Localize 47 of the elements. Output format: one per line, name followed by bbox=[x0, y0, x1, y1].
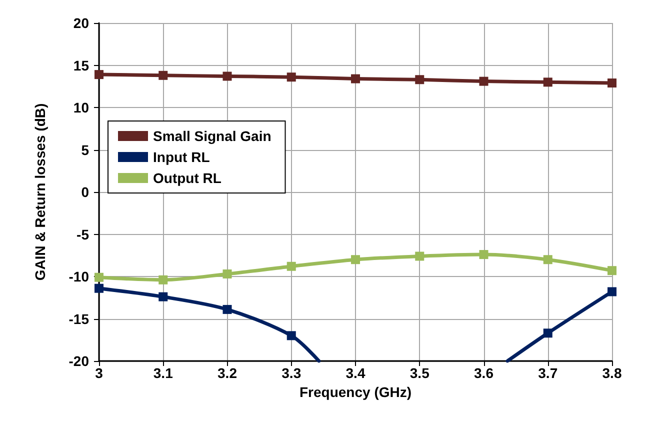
y-tick-label: 20 bbox=[73, 15, 90, 31]
x-tick-label: 3 bbox=[95, 365, 104, 381]
x-tick-label: 3.1 bbox=[153, 365, 174, 381]
point bbox=[94, 272, 104, 282]
point bbox=[94, 284, 104, 293]
y-tick-label: 5 bbox=[81, 142, 90, 158]
point bbox=[479, 76, 488, 86]
x-tick-label: 3.4 bbox=[346, 365, 366, 381]
point bbox=[351, 74, 360, 84]
point bbox=[608, 266, 616, 276]
y-tick-label: 15 bbox=[73, 57, 90, 74]
x-tick-label: 3.3 bbox=[282, 365, 302, 381]
point bbox=[543, 78, 552, 87]
y-tick-label: -20 bbox=[68, 353, 90, 369]
point bbox=[415, 252, 424, 261]
point bbox=[351, 255, 360, 264]
y-tick-label: -10 bbox=[68, 268, 90, 284]
y-tick-label: 10 bbox=[73, 100, 90, 116]
point bbox=[608, 78, 616, 88]
y-tick-label: -15 bbox=[68, 310, 90, 327]
legend-label: Small Signal Gain bbox=[153, 128, 272, 144]
x-tick-label: 3.5 bbox=[410, 365, 430, 381]
x-tick-label: 3.7 bbox=[538, 365, 558, 381]
point bbox=[286, 262, 296, 271]
point bbox=[158, 292, 168, 302]
point bbox=[479, 250, 488, 260]
point bbox=[286, 331, 296, 340]
legend-label: Output RL bbox=[153, 170, 222, 186]
point bbox=[94, 70, 104, 80]
x-tick-label: 3.6 bbox=[474, 365, 494, 381]
point bbox=[222, 269, 232, 278]
y-tick-label: 0 bbox=[81, 184, 90, 200]
point bbox=[158, 275, 168, 284]
point bbox=[222, 304, 232, 314]
point bbox=[543, 328, 552, 338]
point bbox=[158, 70, 168, 80]
point bbox=[543, 255, 552, 264]
point bbox=[286, 72, 296, 82]
x-tick-label: 3.8 bbox=[602, 365, 622, 381]
x-axis-title: Frequency (GHz) bbox=[299, 384, 412, 400]
y-tick-label: -5 bbox=[76, 226, 90, 242]
x-tick-label: 3.2 bbox=[218, 365, 238, 381]
y-axis-title: GAIN & Return losses (dB) bbox=[32, 103, 48, 281]
point bbox=[415, 75, 424, 84]
point bbox=[222, 72, 232, 81]
point bbox=[608, 287, 616, 296]
legend-label: Input RL bbox=[153, 149, 210, 165]
